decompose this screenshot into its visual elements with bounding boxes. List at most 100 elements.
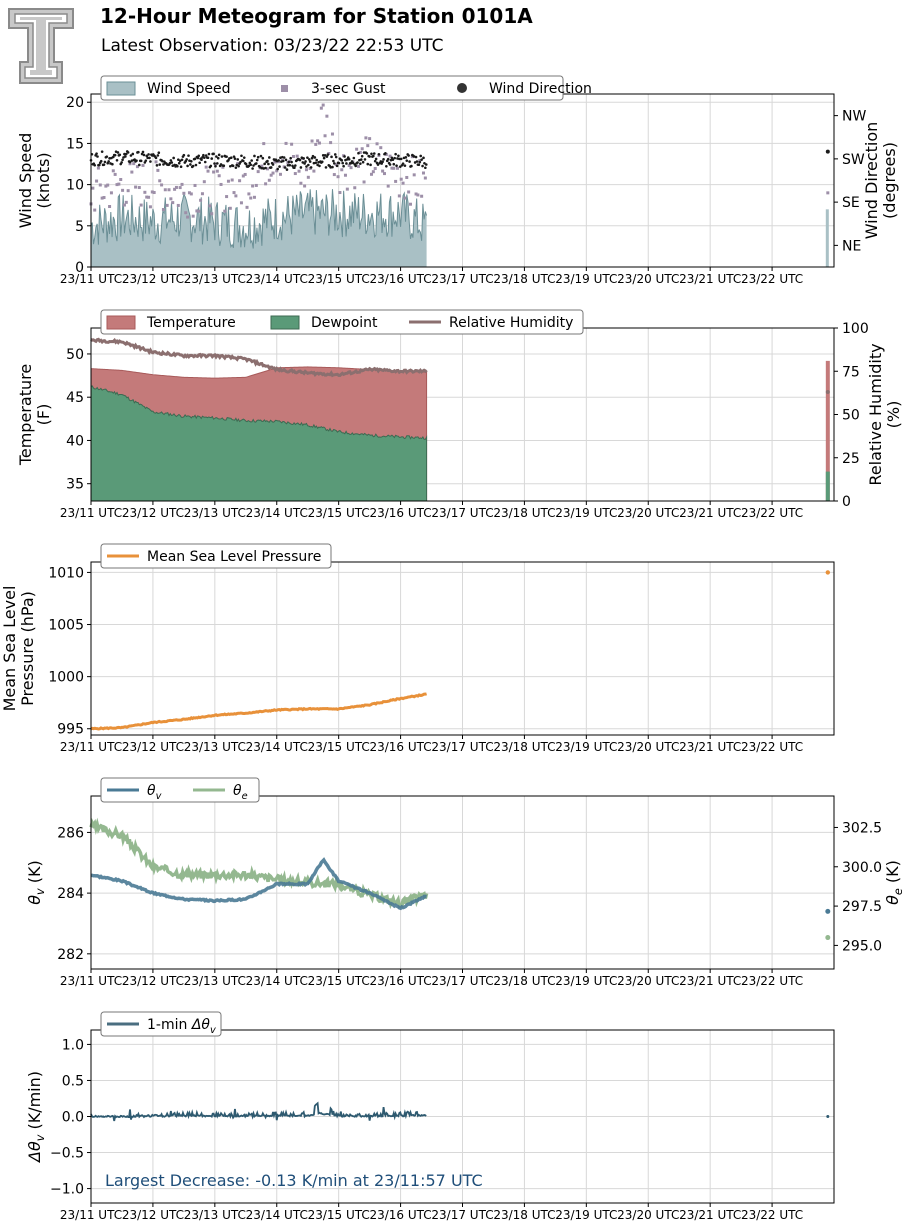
x-tick-label: 23/21 UTC bbox=[679, 272, 741, 286]
direction-marker bbox=[111, 155, 115, 159]
direction-marker bbox=[281, 159, 285, 163]
x-tick-label: 23/20 UTC bbox=[617, 506, 679, 520]
gust-marker bbox=[108, 205, 112, 209]
y-axis-label-right: θe (K) bbox=[883, 860, 905, 905]
gust-marker bbox=[98, 183, 102, 187]
gust-marker bbox=[405, 175, 409, 179]
gust-marker bbox=[401, 181, 405, 185]
gust-marker bbox=[104, 184, 108, 188]
gust-marker bbox=[221, 165, 225, 169]
dtheta-line bbox=[90, 1101, 427, 1122]
gust-marker bbox=[347, 163, 351, 167]
gust-marker bbox=[193, 183, 197, 187]
x-tick-label: 23/14 UTC bbox=[246, 1208, 308, 1222]
plot-border bbox=[90, 1029, 835, 1204]
gust-marker bbox=[141, 163, 145, 167]
gust-marker bbox=[369, 172, 373, 176]
gust-marker bbox=[420, 194, 424, 198]
gust-marker bbox=[403, 196, 407, 200]
gust-marker bbox=[186, 215, 190, 219]
gust-marker bbox=[174, 185, 178, 189]
gust-marker bbox=[275, 169, 279, 173]
x-tick-label: 23/17 UTC bbox=[431, 272, 493, 286]
direction-marker bbox=[269, 166, 273, 169]
gust-marker bbox=[210, 212, 214, 216]
direction-marker bbox=[93, 163, 97, 167]
direction-marker bbox=[244, 162, 248, 166]
direction-marker bbox=[123, 152, 126, 156]
direction-marker bbox=[170, 161, 174, 164]
direction-marker bbox=[242, 156, 246, 159]
direction-marker bbox=[299, 166, 303, 169]
gust-marker bbox=[223, 209, 227, 213]
y-tick-label: 20 bbox=[66, 95, 84, 111]
gust-marker bbox=[314, 142, 318, 146]
direction-marker bbox=[203, 160, 207, 164]
direction-marker bbox=[414, 155, 418, 159]
gust-marker bbox=[379, 146, 383, 150]
direction-marker bbox=[401, 162, 405, 165]
direction-marker bbox=[144, 159, 148, 162]
gust-marker bbox=[173, 187, 177, 191]
gust-marker bbox=[330, 132, 334, 136]
panel-1: 23/11 UTC 23/12 UTC 23/13 UTC 23/14 UTC 23/1… bbox=[16, 75, 899, 286]
gust-marker bbox=[230, 178, 234, 182]
gust-marker bbox=[225, 195, 229, 199]
gust-marker bbox=[418, 159, 422, 163]
direction-marker bbox=[172, 156, 175, 160]
gust-marker bbox=[130, 170, 134, 174]
direction-marker bbox=[222, 164, 226, 168]
gust-marker bbox=[160, 183, 164, 187]
direction-marker bbox=[369, 163, 372, 167]
gust-marker bbox=[312, 169, 316, 173]
gust-marker bbox=[249, 196, 253, 200]
gust-marker bbox=[295, 154, 299, 158]
gust-marker bbox=[226, 179, 230, 183]
direction-marker bbox=[419, 154, 423, 158]
gust-marker bbox=[345, 187, 349, 191]
gust-marker bbox=[232, 191, 236, 195]
direction-marker bbox=[235, 163, 239, 167]
gust-marker bbox=[121, 188, 125, 192]
direction-marker bbox=[141, 150, 145, 154]
gust-marker bbox=[364, 136, 368, 140]
direction-marker bbox=[220, 155, 224, 158]
direction-marker bbox=[124, 152, 128, 156]
gust-marker bbox=[308, 166, 312, 170]
direction-marker bbox=[311, 154, 315, 158]
y-tick-label: 1005 bbox=[48, 618, 84, 634]
page-title: 12-Hour Meteogram for Station 0101A bbox=[100, 4, 533, 28]
y-tick-label-right: 25 bbox=[842, 451, 860, 467]
gust-marker bbox=[200, 192, 204, 196]
gust-marker bbox=[212, 170, 216, 174]
gust-marker bbox=[147, 195, 151, 199]
direction-marker bbox=[177, 161, 181, 165]
gust-marker bbox=[278, 172, 282, 176]
gust-marker bbox=[154, 160, 158, 164]
gust-marker bbox=[414, 192, 418, 196]
direction-marker bbox=[418, 160, 422, 164]
direction-marker bbox=[340, 159, 344, 162]
legend bbox=[100, 1011, 222, 1037]
direction-marker bbox=[289, 156, 292, 160]
wind-speed-area bbox=[91, 189, 427, 267]
y-tick-label-right: NE bbox=[842, 238, 861, 254]
x-tick-label: 23/18 UTC bbox=[493, 974, 555, 988]
gust-marker bbox=[165, 203, 169, 207]
y-axis-label: θv (K) bbox=[25, 860, 47, 904]
gust-marker bbox=[291, 155, 295, 159]
gust-marker bbox=[392, 166, 396, 170]
direction-marker bbox=[214, 164, 217, 168]
direction-marker bbox=[408, 160, 411, 163]
direction-marker bbox=[95, 152, 98, 155]
wind-speed-last bbox=[825, 209, 829, 267]
legend-swatch bbox=[270, 315, 300, 330]
theta-v-last bbox=[825, 908, 831, 914]
gust-marker bbox=[386, 184, 390, 188]
gust-marker bbox=[323, 134, 327, 138]
panel-3: 23/11 UTC 23/12 UTC 23/13 UTC 23/14 UTC 23/1… bbox=[0, 543, 835, 754]
gust-marker bbox=[264, 182, 268, 186]
direction-marker bbox=[255, 158, 259, 162]
direction-marker bbox=[251, 167, 254, 170]
gust-marker bbox=[303, 184, 307, 188]
